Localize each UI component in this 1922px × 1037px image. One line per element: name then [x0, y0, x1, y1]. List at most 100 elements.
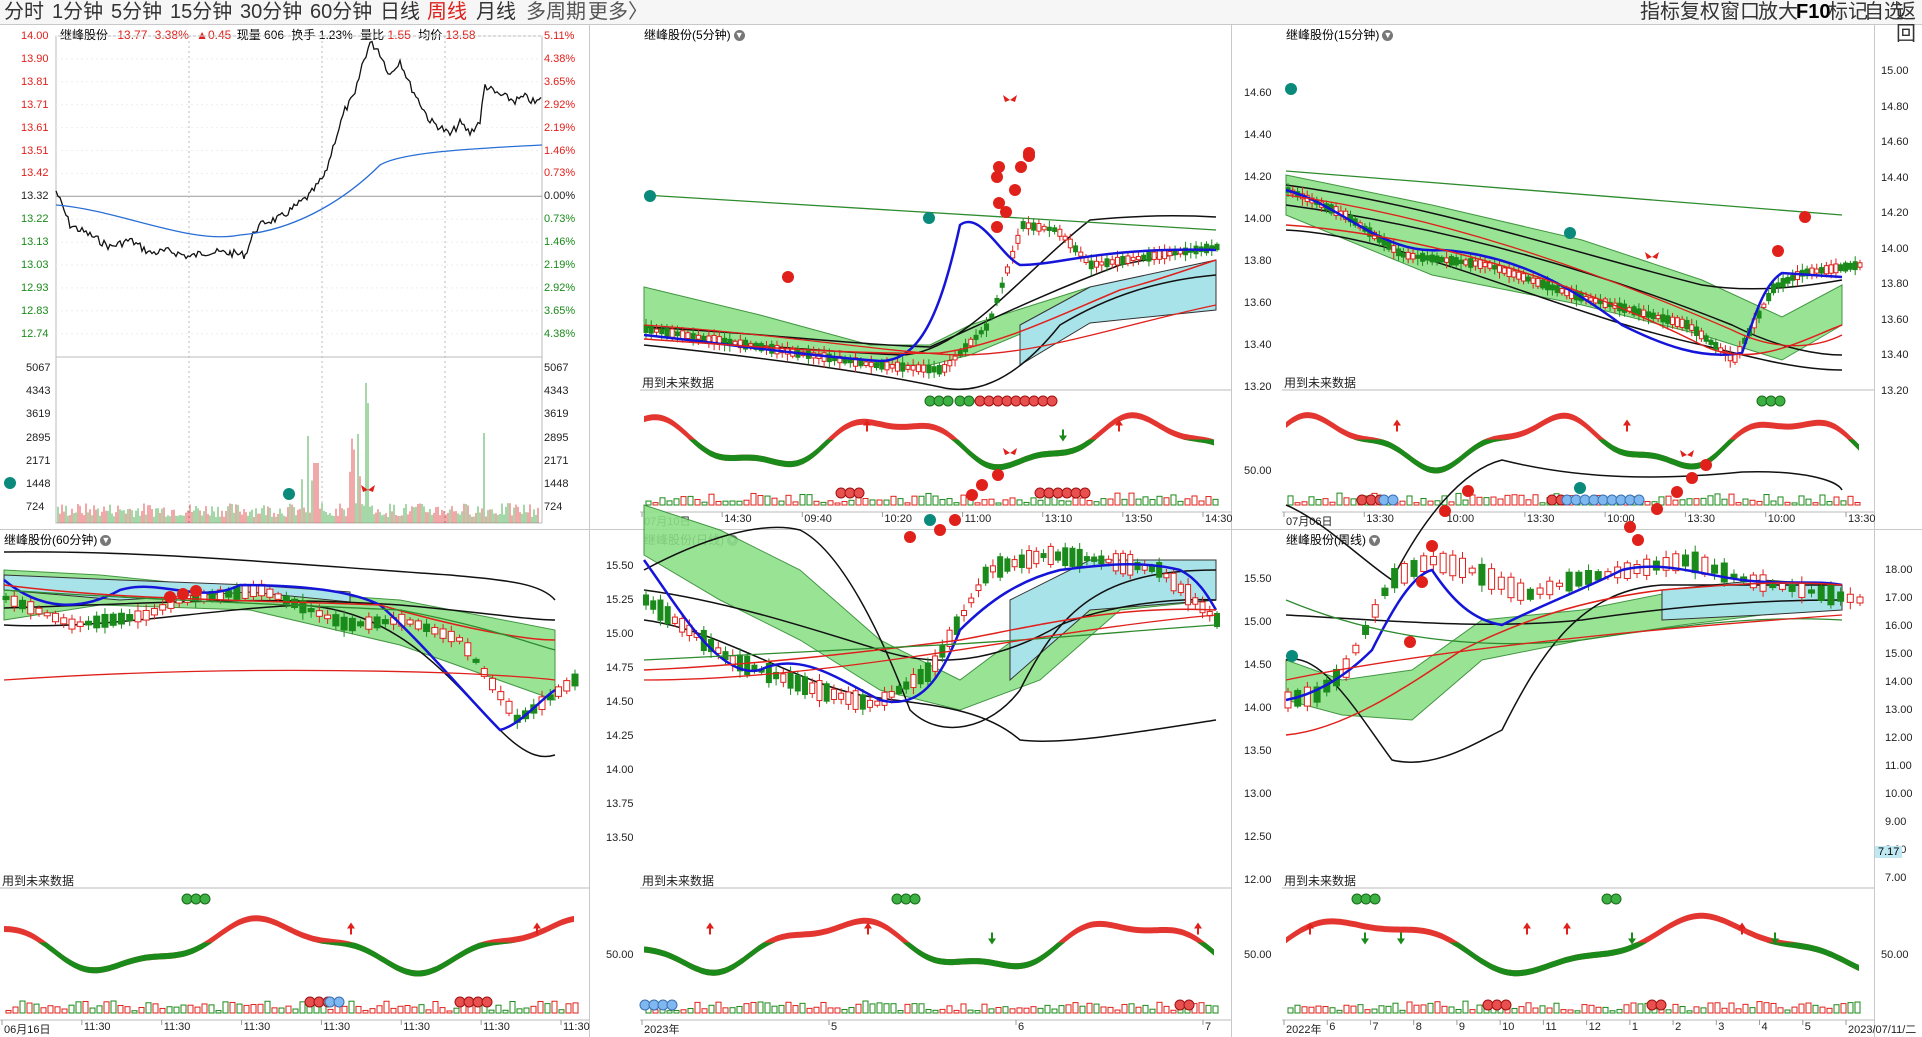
period-tab-month[interactable]: 月线: [476, 1, 516, 23]
osc-bar: [897, 498, 904, 506]
panel-5min[interactable]: 继峰股份(5分钟)▼用到未来数据07月10日14:3009:4010:2011:…: [640, 25, 1233, 529]
period-tab-day[interactable]: 日线: [380, 1, 420, 23]
x-tick: 5: [1804, 1021, 1811, 1033]
osc-bar: [201, 1003, 208, 1014]
panel-60min[interactable]: 继峰股份(60分钟) ▼ 用到未来数据 06月16日 11:30 11:30 11:30 11…: [0, 477, 590, 1037]
y-tick: 13.80: [1244, 255, 1272, 267]
panel-week[interactable]: 继峰股份(周线) ▼ 用到未来数据 2022年 6 7 8 9 10 11 12 1 2 3 4 5 2023/…: [1282, 450, 1916, 1037]
signal-bubble-red-icon: [853, 487, 865, 499]
osc-bar: [523, 1007, 530, 1014]
zoom-button[interactable]: 放大: [1758, 1, 1798, 23]
candle-body: [1098, 555, 1105, 565]
candle-body: [867, 699, 874, 708]
osc-bar: [1665, 495, 1672, 506]
candle-body: [1303, 686, 1311, 707]
adjust-button[interactable]: 复权: [1680, 1, 1720, 23]
panel-15min[interactable]: 继峰股份(15分钟) ▼ 用到未来数据 07月06日 13:30 10:00 13:30 10…: [1282, 25, 1876, 529]
candle-body: [1525, 276, 1531, 282]
candle-body: [241, 585, 249, 599]
period-tab-5min[interactable]: 5分钟: [111, 1, 163, 23]
osc-bar: [1163, 497, 1170, 506]
osc-bar: [1121, 1003, 1128, 1014]
candle-body: [1204, 243, 1210, 254]
osc-bar: [1205, 496, 1212, 506]
osc-bar: [1163, 1005, 1170, 1014]
period-tab-more[interactable]: 更多: [588, 1, 628, 23]
period-tab-30min[interactable]: 30分钟: [240, 1, 303, 23]
period-tab-week[interactable]: 周线: [427, 1, 467, 23]
candle-body: [894, 361, 900, 372]
osc-bar: [848, 1007, 855, 1014]
candle-body: [1054, 551, 1061, 561]
right-axis-divider-top: [1874, 25, 1875, 529]
period-tab-multi[interactable]: 多周期: [526, 1, 586, 23]
candle-body: [852, 690, 859, 710]
f10-button[interactable]: F10: [1796, 1, 1831, 23]
osc-bar: [369, 1008, 376, 1014]
candle-body: [1453, 257, 1459, 266]
candle-body: [1585, 570, 1593, 585]
signal-bubble-blue-icon: [666, 999, 678, 1011]
osc-bar: [946, 498, 953, 506]
panel-dropdown-icon[interactable]: ▼: [1369, 535, 1380, 547]
price-tick: 13.32: [21, 190, 49, 203]
osc-bar: [827, 500, 834, 506]
window-button[interactable]: 窗口: [1720, 1, 1760, 23]
period-tab-15min[interactable]: 15分钟: [170, 1, 233, 23]
osc-bar: [89, 1007, 96, 1014]
osc-bar: [1308, 1006, 1315, 1014]
osc-bar: [1315, 499, 1322, 506]
osc-bar: [362, 1009, 369, 1014]
candle-body: [1156, 562, 1163, 578]
panel-dropdown-icon[interactable]: ▼: [733, 30, 745, 42]
candle-body: [1501, 267, 1507, 274]
osc-bar: [1525, 1002, 1532, 1014]
osc-bar: [1525, 499, 1532, 506]
candle-body: [1177, 583, 1184, 594]
osc-bar: [1588, 1004, 1595, 1014]
osc-bar: [932, 1009, 939, 1014]
candle-body: [1459, 557, 1467, 578]
osc-bar: [1812, 502, 1819, 506]
period-tab-timeshare[interactable]: 分时: [4, 1, 44, 23]
right-tick: 13.60: [1881, 313, 1909, 326]
candle-body: [1545, 281, 1551, 291]
indicator-button[interactable]: 指标: [1640, 1, 1680, 23]
x-tick: 13:10: [1044, 513, 1073, 525]
candle-body: [93, 615, 101, 629]
osc-bar: [1847, 1002, 1854, 1014]
candle-body: [1371, 604, 1379, 618]
osc-bar: [1700, 1007, 1707, 1014]
panel-dropdown-icon[interactable]: ▼: [1382, 30, 1394, 42]
watchlist-button[interactable]: 自选: [1864, 1, 1904, 23]
panel-title[interactable]: 继峰股份(5分钟) ▼: [644, 26, 745, 43]
timeshare-panel[interactable]: 继峰股份 13.77 3.38% ▲0.45 现量 606 换手 1.23% 量…: [0, 25, 589, 529]
teal-signal-icon: [283, 488, 295, 500]
panel-dropdown-icon[interactable]: ▼: [100, 535, 112, 547]
osc-bar: [1107, 1006, 1114, 1014]
osc-bar: [1329, 1007, 1336, 1014]
candle-body: [1681, 554, 1689, 567]
buy-signal-icon: [1772, 245, 1784, 257]
period-tab-1min[interactable]: 1分钟: [52, 1, 104, 23]
volume-tick: 2171: [26, 454, 51, 467]
osc-bar: [1826, 501, 1833, 506]
panel-title[interactable]: 继峰股份(15分钟) ▼: [1286, 26, 1394, 43]
osc-ribbon-down: [1286, 942, 1859, 977]
more-arrow-icon[interactable]: 〉: [628, 1, 648, 23]
back-button[interactable]: 返回: [1896, 1, 1916, 45]
panel-title[interactable]: 继峰股份(60分钟) ▼: [4, 531, 112, 548]
osc-bar: [292, 1008, 299, 1014]
osc-bar: [1135, 498, 1142, 506]
candle-body: [968, 597, 975, 604]
period-tab-60min[interactable]: 60分钟: [310, 1, 373, 23]
x-tick: 09:40: [804, 513, 832, 525]
candle-body: [1492, 265, 1498, 270]
candle-body: [1405, 251, 1411, 260]
osc-bar: [229, 1001, 236, 1014]
candle-body: [1641, 309, 1647, 317]
mark-button[interactable]: 标记: [1828, 1, 1868, 23]
osc-bar: [376, 1005, 383, 1014]
volume-tick: 5067: [544, 362, 569, 374]
